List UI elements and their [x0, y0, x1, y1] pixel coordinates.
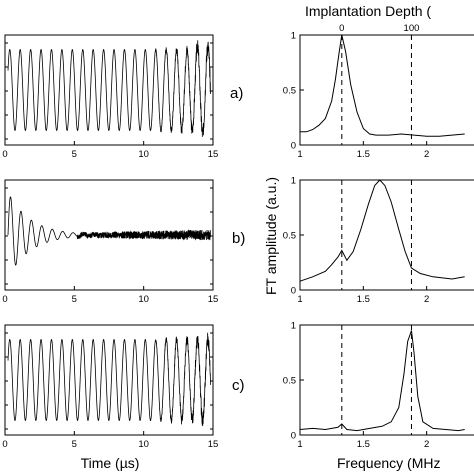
ft-panel-a-plot: 0 0.5 1 1 1.5 2: [283, 31, 465, 160]
time-panel-b-xticks: 0 5 10 15: [2, 187, 219, 305]
panel-label-c: c): [232, 377, 245, 394]
ft-panel-a-frame: [299, 34, 474, 146]
ft-spectrum-line: [299, 330, 465, 432]
time-panel-a: 0 5 10 15 a): [2, 34, 243, 160]
y-tick-label: 0.5: [283, 86, 296, 97]
time-trace-c: [7, 332, 211, 426]
x-tick-label: 0: [2, 439, 7, 450]
time-panel-c: 0 5 10 15 c) Time (µs): [2, 324, 245, 471]
ft-panel-c-frame: [299, 324, 474, 436]
x-tick-label: 2: [424, 294, 429, 305]
time-panel-a-frame: [4, 34, 214, 146]
ft-spectrum-line: [299, 179, 465, 282]
signal-trace: [7, 40, 211, 137]
y-tick-label: 0.5: [283, 231, 296, 242]
panel-label-a: a): [230, 85, 243, 102]
top-tick-label: 0: [339, 23, 344, 34]
time-trace-b: [7, 196, 211, 266]
y-tick-label: 0: [291, 141, 296, 152]
x-tick-label: 5: [72, 439, 77, 450]
time-panel-c-frame: [4, 324, 214, 436]
x-tick-label: 0: [2, 294, 7, 305]
x-tick-label: 10: [138, 149, 149, 160]
time-panel-b: 0 5 10 15 b): [2, 179, 245, 305]
top-tick-label: 100: [404, 23, 420, 34]
x-tick-label: 2: [424, 149, 429, 160]
x-tick-label: 10: [138, 439, 149, 450]
x-tick-label: 1.5: [357, 439, 370, 450]
x-tick-label: 1: [297, 294, 302, 305]
signal-trace: [7, 196, 211, 266]
y-tick-label: 0.5: [283, 376, 296, 387]
ft-panel-c-plot: 0 0.5 1 1 1.5 2: [283, 321, 465, 450]
ft-panel-b-plot: 0 0.5 1 1 1.5 2: [283, 176, 465, 305]
x-tick-label: 1.5: [357, 149, 370, 160]
y-tick-label: 0: [291, 286, 296, 297]
x-tick-label: 0: [2, 149, 7, 160]
time-panel-a-xticks: 0 5 10 15: [2, 42, 219, 160]
x-tick-label: 2: [424, 439, 429, 450]
x-tick-label: 1: [297, 439, 302, 450]
signal-trace: [7, 332, 211, 426]
x-tick-label: 5: [72, 294, 77, 305]
implantation-depth-label: Implantation Depth (: [305, 3, 431, 19]
ft-amplitude-axis-label: FT amplitude (a.u.): [263, 177, 279, 295]
x-tick-label: 1.5: [357, 294, 370, 305]
ft-panel-c: 0 0.5 1 1 1.5 2 Frequency (MHz: [283, 321, 474, 471]
time-trace-a: [7, 40, 211, 137]
time-panel-b-frame: [4, 179, 214, 291]
y-tick-label: 0: [291, 431, 296, 442]
ft-panel-b-frame: [299, 179, 474, 291]
time-axis-label: Time (µs): [81, 455, 140, 471]
ft-spectrum-line: [300, 34, 465, 137]
x-tick-label: 15: [208, 149, 219, 160]
ft-panel-b: 0 0.5 1 1 1.5 2 FT amplitude (a.u.): [263, 176, 474, 305]
panel-label-b: b): [232, 230, 245, 247]
implantation-depth-ticks: 0 100: [339, 23, 419, 39]
y-tick-label: 1: [291, 176, 296, 187]
x-tick-label: 15: [208, 439, 219, 450]
x-tick-label: 10: [138, 294, 149, 305]
frequency-axis-label: Frequency (MHz: [337, 455, 440, 471]
x-tick-label: 1: [297, 149, 302, 160]
y-tick-label: 1: [291, 31, 296, 42]
ft-panel-a: Implantation Depth ( 0 100 0 0.5 1 1 1.5 2: [283, 3, 474, 160]
x-tick-label: 5: [72, 149, 77, 160]
x-tick-label: 15: [208, 294, 219, 305]
y-tick-label: 1: [291, 321, 296, 332]
time-panel-c-xticks: 0 5 10 15: [2, 332, 219, 450]
